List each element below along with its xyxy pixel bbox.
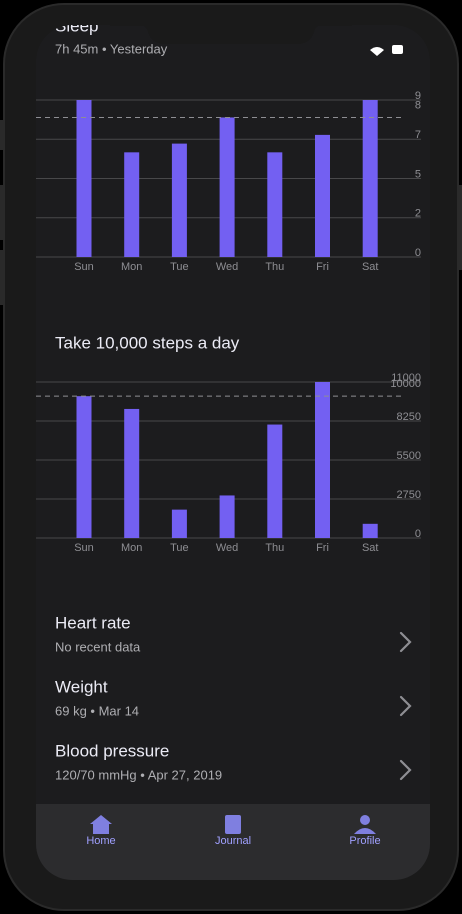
home-icon[interactable] [90, 815, 112, 834]
x-tick-label: Sat [362, 542, 379, 554]
profile-icon[interactable] [354, 828, 376, 834]
item-detail[interactable]: No recent data [55, 639, 141, 654]
y-tick-label: 8250 [397, 411, 421, 423]
item-detail[interactable]: 69 kg • Mar 14 [55, 703, 139, 718]
bar [76, 100, 92, 257]
x-tick-label: Sun [74, 261, 94, 273]
y-tick-label: 5 [415, 168, 421, 180]
bar [315, 134, 330, 257]
x-tick-label: Fri [316, 542, 329, 554]
x-tick-label: Sun [74, 542, 94, 554]
bar [362, 523, 378, 538]
side-button [0, 250, 4, 305]
item-title[interactable]: Weight [55, 677, 108, 696]
bar [267, 152, 283, 257]
x-tick-label: Sat [362, 261, 379, 273]
bar [124, 152, 140, 257]
bar [171, 143, 187, 257]
bar [76, 396, 92, 538]
bar [124, 408, 140, 538]
y-tick-label: 0 [415, 528, 421, 540]
bar [315, 382, 330, 538]
chart-subtitle: 7h 45m • Yesterday [55, 41, 168, 56]
tab-label[interactable]: Home [86, 835, 115, 847]
x-tick-label: Fri [316, 261, 329, 273]
chart-title: Take 10,000 steps a day [55, 333, 240, 352]
bar [362, 100, 378, 257]
item-detail[interactable]: 120/70 mmHg • Apr 27, 2019 [55, 767, 222, 782]
x-tick-label: Tue [170, 261, 189, 273]
x-tick-label: Wed [216, 261, 238, 273]
wifi-icon [370, 47, 384, 56]
bar [219, 495, 235, 538]
y-tick-label: 11000 [391, 372, 421, 384]
side-button [0, 120, 4, 150]
chevron[interactable] [399, 695, 412, 717]
chevron[interactable] [399, 631, 412, 653]
y-tick-label: 0 [415, 247, 421, 259]
goal-label: 8 [415, 99, 421, 111]
bar [219, 117, 235, 257]
bar [171, 509, 187, 538]
y-tick-label: 2750 [397, 489, 421, 501]
item-title[interactable]: Heart rate [55, 613, 131, 632]
x-tick-label: Thu [265, 542, 284, 554]
item-title[interactable]: Blood pressure [55, 741, 169, 760]
tab-label[interactable]: Profile [349, 835, 380, 847]
bar [267, 424, 283, 538]
battery-icon [392, 45, 403, 54]
profile-icon[interactable] [360, 815, 370, 825]
x-tick-label: Mon [121, 542, 142, 554]
x-tick-label: Mon [121, 261, 142, 273]
x-tick-label: Wed [216, 542, 238, 554]
x-tick-label: Tue [170, 542, 189, 554]
side-button [0, 185, 4, 240]
notch [110, 10, 352, 26]
y-tick-label: 9 [415, 90, 421, 102]
journal-icon[interactable] [225, 815, 241, 834]
y-tick-label: 2 [415, 208, 421, 220]
chevron[interactable] [399, 759, 412, 781]
goal-label: 10000 [390, 378, 421, 390]
tab-label[interactable]: Journal [215, 835, 251, 847]
y-tick-label: 5500 [397, 450, 421, 462]
y-tick-label: 7 [415, 129, 421, 141]
x-tick-label: Thu [265, 261, 284, 273]
side-button [458, 185, 462, 270]
chart-title: Sleep [55, 16, 98, 35]
